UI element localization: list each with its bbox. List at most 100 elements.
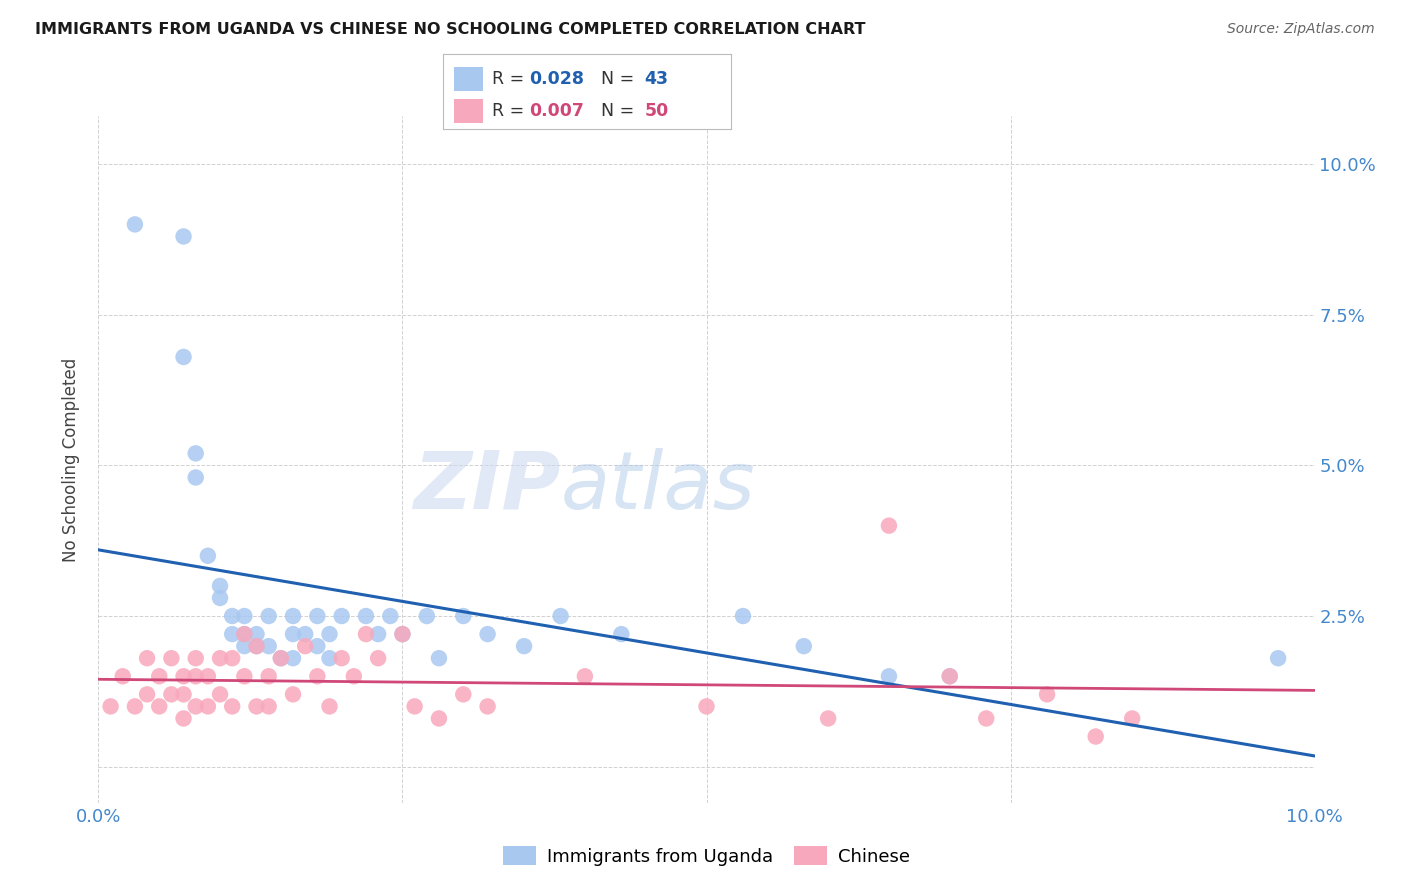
- Point: [307, 639, 329, 653]
- Point: [574, 669, 596, 683]
- Point: [209, 591, 232, 605]
- Text: N =: N =: [602, 103, 640, 120]
- Point: [184, 470, 207, 484]
- Point: [245, 639, 267, 653]
- Point: [550, 609, 572, 624]
- Point: [307, 609, 329, 624]
- Bar: [454, 67, 484, 92]
- Point: [233, 627, 256, 641]
- Point: [877, 669, 900, 683]
- Point: [1036, 687, 1059, 701]
- Point: [367, 651, 389, 665]
- Point: [477, 699, 499, 714]
- Point: [281, 687, 304, 701]
- Point: [391, 627, 413, 641]
- Text: R =: R =: [492, 70, 530, 88]
- Point: [354, 627, 377, 641]
- Point: [221, 609, 243, 624]
- Text: 43: 43: [644, 70, 669, 88]
- Point: [136, 651, 159, 665]
- Point: [124, 699, 146, 714]
- Text: IMMIGRANTS FROM UGANDA VS CHINESE NO SCHOOLING COMPLETED CORRELATION CHART: IMMIGRANTS FROM UGANDA VS CHINESE NO SCH…: [35, 22, 866, 37]
- Point: [318, 651, 340, 665]
- Point: [343, 669, 366, 683]
- Point: [173, 350, 195, 364]
- Point: [233, 639, 256, 653]
- Point: [257, 639, 280, 653]
- Point: [294, 627, 316, 641]
- Text: 0.028: 0.028: [530, 70, 585, 88]
- Text: 50: 50: [644, 103, 669, 120]
- Point: [209, 579, 232, 593]
- Point: [221, 651, 243, 665]
- Point: [817, 711, 839, 725]
- Point: [307, 669, 329, 683]
- Point: [245, 627, 267, 641]
- Point: [354, 609, 377, 624]
- Point: [974, 711, 997, 725]
- Point: [318, 627, 340, 641]
- Point: [453, 687, 475, 701]
- Point: [513, 639, 536, 653]
- Point: [416, 609, 439, 624]
- Text: atlas: atlas: [561, 448, 755, 526]
- Point: [124, 218, 146, 232]
- Point: [330, 651, 353, 665]
- Point: [173, 229, 195, 244]
- Text: 0.007: 0.007: [530, 103, 585, 120]
- Point: [270, 651, 292, 665]
- Point: [391, 627, 413, 641]
- Point: [793, 639, 815, 653]
- Point: [184, 651, 207, 665]
- Point: [100, 699, 122, 714]
- Bar: [454, 99, 484, 123]
- Point: [294, 639, 316, 653]
- Point: [281, 609, 304, 624]
- Point: [1084, 730, 1107, 744]
- Point: [731, 609, 754, 624]
- Point: [197, 669, 219, 683]
- Point: [330, 609, 353, 624]
- Point: [367, 627, 389, 641]
- Point: [221, 627, 243, 641]
- Point: [404, 699, 426, 714]
- Point: [209, 651, 232, 665]
- Point: [610, 627, 633, 641]
- Point: [257, 699, 280, 714]
- Point: [233, 609, 256, 624]
- Point: [1267, 651, 1289, 665]
- Legend: Immigrants from Uganda, Chinese: Immigrants from Uganda, Chinese: [496, 838, 917, 872]
- Point: [173, 687, 195, 701]
- Point: [184, 446, 207, 460]
- Point: [1121, 711, 1143, 725]
- Point: [233, 627, 256, 641]
- Point: [939, 669, 962, 683]
- Point: [281, 651, 304, 665]
- Y-axis label: No Schooling Completed: No Schooling Completed: [62, 358, 80, 561]
- Point: [318, 699, 340, 714]
- Point: [270, 651, 292, 665]
- Point: [696, 699, 718, 714]
- Point: [245, 639, 267, 653]
- Point: [184, 699, 207, 714]
- Text: N =: N =: [602, 70, 640, 88]
- Point: [197, 699, 219, 714]
- Text: R =: R =: [492, 103, 530, 120]
- Point: [197, 549, 219, 563]
- Point: [257, 669, 280, 683]
- Point: [173, 711, 195, 725]
- Point: [939, 669, 962, 683]
- Point: [877, 518, 900, 533]
- Point: [221, 699, 243, 714]
- Point: [477, 627, 499, 641]
- Point: [427, 651, 450, 665]
- Point: [257, 609, 280, 624]
- Point: [427, 711, 450, 725]
- Point: [111, 669, 134, 683]
- Point: [173, 669, 195, 683]
- Point: [380, 609, 402, 624]
- Point: [281, 627, 304, 641]
- Point: [148, 669, 170, 683]
- Point: [209, 687, 232, 701]
- Point: [136, 687, 159, 701]
